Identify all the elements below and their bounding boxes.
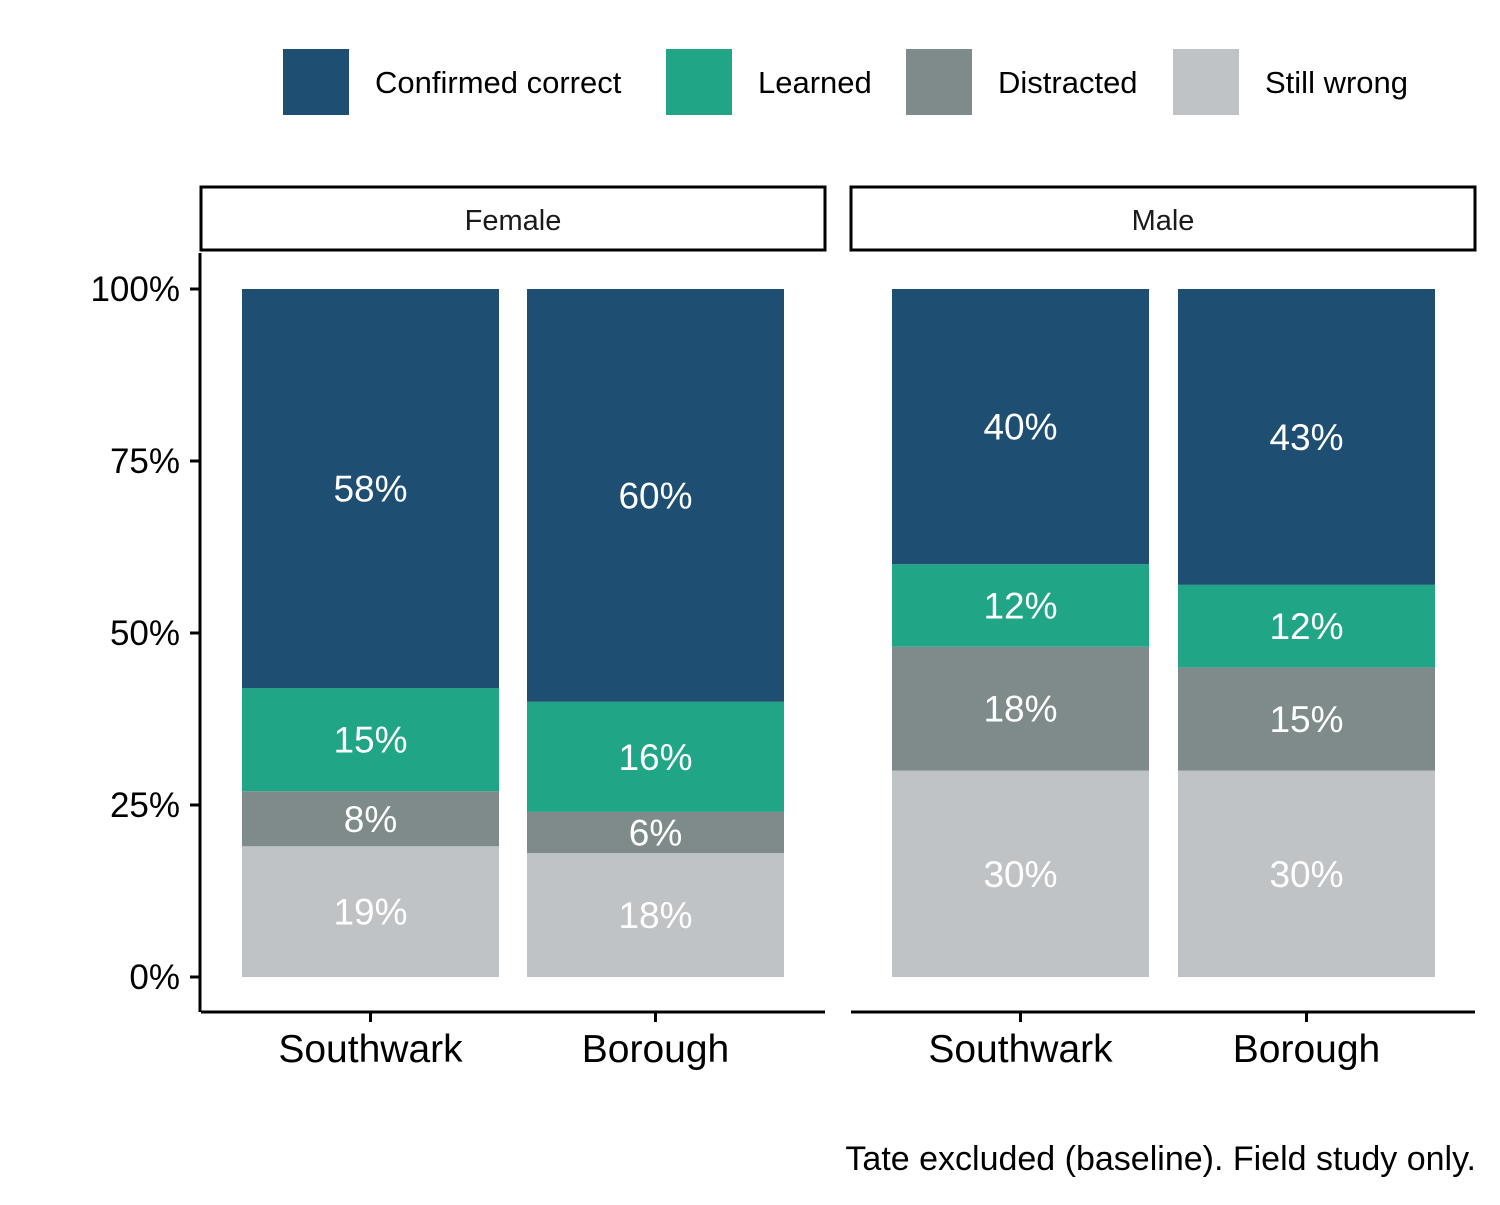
facet-strip-label: Male (1132, 205, 1195, 237)
data-label: 58% (333, 469, 407, 510)
x-tick-label: Borough (1233, 1028, 1380, 1071)
data-label: 40% (983, 407, 1057, 448)
x-tick-label: Borough (582, 1028, 729, 1071)
legend-label-learned: Learned (758, 65, 872, 100)
bar-segment-distracted (892, 646, 1149, 771)
y-tick-label: 75% (110, 442, 180, 481)
legend: Confirmed correct Learned Distracted Still … (283, 49, 1408, 115)
data-label: 30% (983, 854, 1057, 895)
y-tick-label: 50% (110, 614, 180, 653)
data-label: 6% (629, 813, 682, 854)
data-label: 15% (333, 720, 407, 761)
bar-segment-still-wrong (527, 853, 784, 977)
panel-female: Female 19% 8% 15% 58% Southwark 18% 6% 16% 60% Bor… (199, 185, 827, 1071)
bar-segment-still-wrong (242, 846, 499, 977)
panel-male: Male 30% 18% 12% 40% Southwark 30% 15% 12% 43% Bor… (849, 185, 1477, 1071)
legend-label-still-wrong: Still wrong (1265, 65, 1408, 100)
bar-segment-learned (527, 701, 784, 812)
bar-segment-learned (1178, 584, 1435, 668)
facet-strip-label: Female (465, 205, 562, 237)
facet-strip (849, 185, 1477, 252)
bar-segment-confirmed-correct (242, 289, 499, 689)
data-label: 12% (1269, 606, 1343, 647)
y-axis: 0% 25% 50% 75% 100% (90, 253, 202, 1012)
data-label: 19% (333, 892, 407, 933)
bar-segment-confirmed-correct (527, 289, 784, 702)
data-label: 30% (1269, 854, 1343, 895)
x-tick-label: Southwark (278, 1028, 463, 1071)
facet-strip (199, 185, 827, 252)
y-tick-label: 0% (129, 958, 180, 997)
data-label: 43% (1269, 417, 1343, 458)
data-label: 15% (1269, 699, 1343, 740)
bar-segment-distracted (242, 791, 499, 847)
facet-panels: Female 19% 8% 15% 58% Southwark 18% 6% 16% 60% Bor… (199, 185, 1477, 1071)
x-tick-label: Southwark (928, 1028, 1113, 1071)
legend-label-confirmed-correct: Confirmed correct (375, 65, 622, 100)
legend-swatch-learned (666, 49, 732, 115)
legend-label-distracted: Distracted (998, 65, 1138, 100)
y-tick-label: 25% (110, 786, 180, 825)
bar-segment-confirmed-correct (892, 289, 1149, 565)
legend-swatch-distracted (906, 49, 972, 115)
chart-caption: Tate excluded (baseline). Field study on… (845, 1140, 1476, 1178)
y-tick-label: 100% (90, 270, 180, 309)
bar-segment-distracted (1178, 667, 1435, 771)
data-label: 18% (618, 895, 692, 936)
legend-swatch-confirmed-correct (283, 49, 349, 115)
data-label: 8% (344, 799, 397, 840)
data-label: 16% (618, 737, 692, 778)
bar-segment-confirmed-correct (1178, 289, 1435, 585)
bar-segment-distracted (527, 811, 784, 854)
data-label: 12% (983, 585, 1057, 626)
bar-segment-learned (242, 688, 499, 792)
bar-segment-still-wrong (1178, 770, 1435, 977)
bar-segment-still-wrong (892, 770, 1149, 977)
legend-swatch-still-wrong (1173, 49, 1239, 115)
bar-segment-learned (892, 564, 1149, 647)
data-label: 60% (618, 475, 692, 516)
data-label: 18% (983, 689, 1057, 730)
